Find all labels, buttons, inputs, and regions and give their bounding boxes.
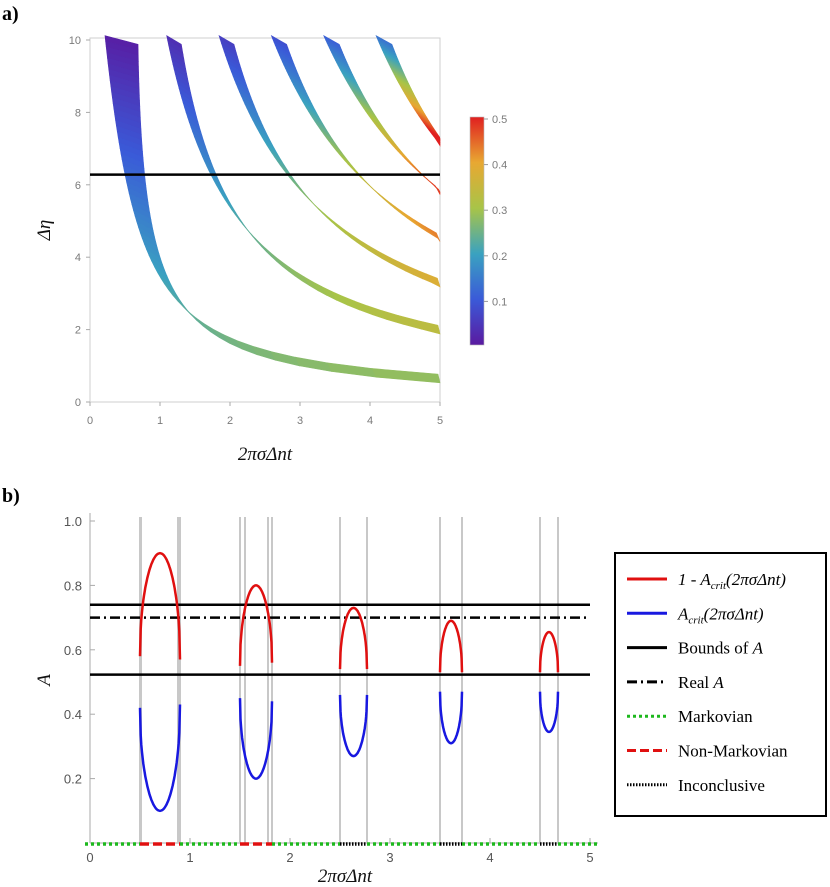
panel-a-band-segment: [270, 252, 283, 267]
panel-a-xtick-label: 5: [437, 415, 443, 427]
panel-b-ytick-label: 0.4: [64, 707, 82, 722]
panel-a-frame: [89, 37, 441, 403]
panel-b-xlabel: 2πσΔnt: [318, 866, 373, 887]
panel-b-upper-arch: [138, 551, 182, 660]
panel-a-xtick-label: 0: [87, 415, 93, 427]
panel-a-band-segment: [276, 257, 289, 272]
panel-a-xlabel: 2πσΔnt: [238, 444, 293, 465]
panel-a-band: [270, 34, 441, 242]
panel-b-xtick-label: 0: [86, 850, 93, 865]
panel-a-ytick-label: 0: [75, 397, 81, 409]
panel-b-legend: 1 - Acrit(2πσΔnt) Acrit(2πσΔnt) Bounds of …: [614, 552, 827, 817]
panel-a-band-segment: [416, 319, 441, 335]
panel-a-band-segment: [327, 362, 377, 378]
panel-b-ytick-label: 1.0: [64, 514, 82, 529]
legend-frame: [614, 552, 827, 817]
panel-a-band-segment: [432, 183, 441, 195]
panel-a-band: [166, 35, 441, 335]
colorbar-tick-label: 0.1: [492, 296, 507, 308]
legend-label: Inconclusive: [678, 776, 765, 795]
colorbar-tick-label: 0.5: [492, 114, 507, 126]
panel-a-ytick-label: 6: [75, 180, 81, 192]
panel-a-ytick-label: 10: [69, 35, 81, 47]
panel-b-upper-arch: [538, 630, 560, 673]
panel-b-upper-arch: [238, 584, 274, 666]
colorbar-tick-label: 0.4: [492, 160, 507, 172]
panel-b-lower-arch: [338, 694, 369, 758]
panel-a-xtick-label: 2: [227, 415, 233, 427]
panel-b-plot: 0 1 2 3 4 5 0.2 0.4 0.6 0.8 1.0: [64, 513, 600, 865]
panel-a-xtick-label: 4: [367, 415, 373, 427]
panel-a-band-segment: [203, 323, 220, 338]
panel-a-band: [375, 34, 441, 147]
panel-a-band-segment: [432, 135, 441, 147]
legend-label: Real A: [678, 673, 724, 692]
panel-b-ytick-label: 0.6: [64, 643, 82, 658]
legend-label: Non-Markovian: [678, 742, 788, 761]
panel-b-upper-arch: [338, 606, 369, 670]
panel-b-xtick-label: 1: [186, 850, 193, 865]
panel-a-band: [218, 35, 441, 288]
panel-a-band-segment: [355, 237, 370, 251]
panel-b-lower-arch: [138, 704, 182, 813]
panel-a-xtick-label: 1: [157, 415, 163, 427]
panel-a-band-segment: [430, 229, 441, 242]
panel-a-band: [323, 34, 441, 195]
colorbar-tick-label: 0.2: [492, 251, 507, 263]
panel-a-band: [104, 35, 441, 384]
panel-a-band-segment: [282, 262, 296, 277]
panel-b-xtick-label: 4: [486, 850, 493, 865]
panel-a-band-segment: [294, 356, 333, 372]
panel-b-xtick-label: 2: [286, 850, 293, 865]
panel-b-ytick-label: 0.8: [64, 578, 82, 593]
panel-a-ylabel: Δη: [34, 220, 55, 242]
legend-label: Bounds of A: [678, 639, 764, 658]
panel-a-band-segment: [349, 233, 364, 247]
panel-b-ylabel: A: [34, 674, 55, 688]
panel-b-lower-arch: [438, 691, 464, 745]
colorbar: [469, 116, 485, 346]
panel-a-heatmap: 0 1 2 3 4 5 0 2 4 6 8 10 0.1 0.2 0.3 0.4 0.5: [69, 34, 507, 427]
legend-label: Acrit(2πσΔnt): [677, 604, 764, 626]
panel-a-band-segment: [195, 317, 212, 333]
panel-a-band-segment: [371, 368, 441, 384]
panel-b-xtick-label: 3: [386, 850, 393, 865]
panel-a-ytick-label: 2: [75, 325, 81, 337]
panel-b-ytick-label: 0.2: [64, 772, 82, 787]
panel-b-xtick-label: 5: [586, 850, 593, 865]
panel-b-label: b): [2, 485, 20, 507]
panel-a-ytick-label: 8: [75, 107, 81, 119]
panel-b-upper-arch: [438, 619, 464, 673]
panel-a-band-segment: [270, 351, 301, 367]
legend-label: 1 - Acrit(2πσΔnt): [678, 570, 786, 592]
colorbar-tick-label: 0.3: [492, 205, 507, 217]
panel-b-lower-arch: [238, 698, 274, 780]
panel-a-ytick-label: 4: [75, 252, 81, 264]
panel-a-band-segment: [426, 273, 441, 288]
panel-a-label: a): [2, 3, 19, 25]
legend-label: Markovian: [678, 707, 753, 726]
panel-b-lower-arch: [538, 691, 560, 734]
panel-a-xtick-label: 3: [297, 415, 303, 427]
